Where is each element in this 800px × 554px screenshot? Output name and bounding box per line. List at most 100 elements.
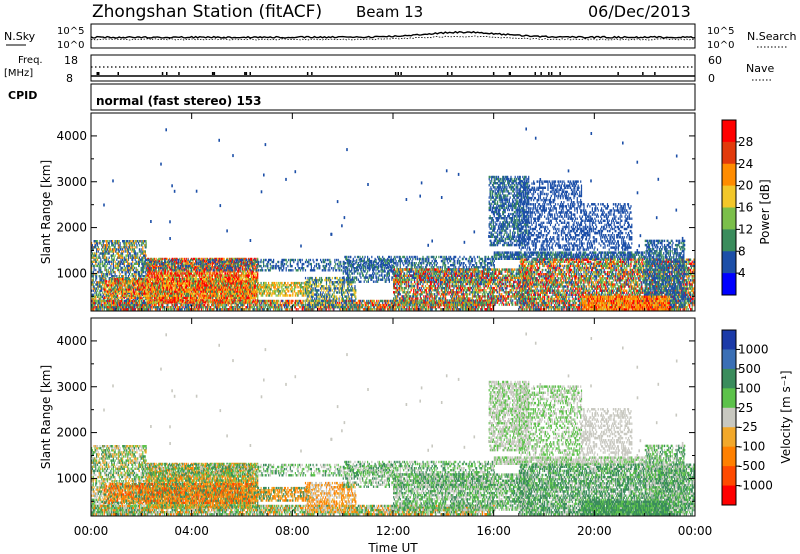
freq-spike xyxy=(451,72,453,75)
power-echo-cell xyxy=(102,304,103,306)
power-echo-cell xyxy=(282,300,283,302)
noise-left-label: N.Sky xyxy=(4,30,36,43)
freq-spike xyxy=(654,72,656,75)
power-echo-cell xyxy=(116,248,117,250)
power-echo-cell xyxy=(407,304,408,306)
power-echo-cell xyxy=(145,250,146,252)
power-echo-cell xyxy=(94,298,95,300)
power-echo-cell xyxy=(129,265,130,267)
power-echo-cell xyxy=(97,240,98,242)
power-echo-cell xyxy=(122,254,123,256)
power-echo-cell xyxy=(99,265,100,267)
power-echo-cell xyxy=(94,252,95,254)
power-echo-cell xyxy=(115,244,116,246)
power-echo-cell xyxy=(94,304,95,306)
power-echo-cell xyxy=(208,304,209,306)
power-echo-cell xyxy=(106,304,107,306)
power-echo-cell xyxy=(120,244,121,246)
power-echo-cell xyxy=(482,306,483,308)
power-echo-cell xyxy=(132,261,133,263)
power-echo-cell xyxy=(420,304,421,306)
power-echo-cell xyxy=(98,287,99,289)
power-echo-cell xyxy=(146,254,147,256)
power-echo-cell xyxy=(99,254,100,256)
power-echo-cell xyxy=(427,304,428,306)
power-echo-cell xyxy=(253,304,254,306)
noise-sky-line xyxy=(91,32,695,38)
power-echo-cell xyxy=(247,304,248,306)
power-echo-cell xyxy=(101,287,102,289)
power-echo-cell xyxy=(193,270,194,272)
power-echo-cell xyxy=(261,304,262,306)
power-echo-cell xyxy=(130,252,131,254)
power-echo-cell xyxy=(130,304,131,306)
power-echo-cell xyxy=(113,267,114,269)
power-echo-cell xyxy=(436,308,437,310)
power-echo-cell xyxy=(139,300,140,302)
power-echo-cell xyxy=(162,304,163,306)
power-echo-cell xyxy=(177,304,178,306)
power-echo-cell xyxy=(159,260,160,262)
cpid-mode-text: normal (fast stereo) 153 xyxy=(96,94,262,108)
power-echo-cell xyxy=(99,248,100,250)
power-echo-cell xyxy=(145,271,146,273)
power-echo-cell xyxy=(134,304,135,306)
power-echo-cell xyxy=(241,301,242,303)
power-echo-cell xyxy=(164,306,165,308)
power-echo-cell xyxy=(110,300,111,302)
power-echo-cell xyxy=(100,267,101,269)
power-echo-cell xyxy=(99,306,100,308)
power-echo-cell xyxy=(104,306,105,308)
power-echo-cell xyxy=(129,300,130,302)
power-echo-cell xyxy=(162,258,163,260)
nave-tick-bottom: 0 xyxy=(708,72,715,85)
power-echo-cell xyxy=(279,306,280,308)
freq-tick-top: 18 xyxy=(64,54,78,67)
power-echo-cell xyxy=(135,246,136,248)
power-echo-cell xyxy=(111,304,112,306)
power-echo-cell xyxy=(205,301,206,303)
power-echo-cell xyxy=(159,304,160,306)
power-echo-cell xyxy=(406,306,407,308)
power-echo-cell xyxy=(196,299,197,301)
power-echo-cell xyxy=(104,273,105,275)
power-echo-cell xyxy=(109,257,110,259)
power-echo-cell xyxy=(109,267,110,269)
power-echo-cell xyxy=(130,254,131,256)
power-echo-cell xyxy=(139,244,140,246)
freq-spike xyxy=(559,72,561,75)
freq-spike xyxy=(617,72,619,75)
power-heatmap-data xyxy=(91,128,695,311)
power-echo-cell xyxy=(190,308,191,310)
power-echo-cell xyxy=(167,304,168,306)
power-echo-cell xyxy=(113,254,114,256)
power-echo-cell xyxy=(128,271,129,273)
power-echo-cell xyxy=(136,244,137,246)
power-echo-cell xyxy=(134,267,135,269)
freq-spike xyxy=(212,72,214,75)
power-echo-cell xyxy=(122,271,123,273)
power-echo-cell xyxy=(114,257,115,259)
power-echo-cell xyxy=(141,248,142,250)
power-echo-cell xyxy=(128,257,129,259)
power-echo-cell xyxy=(188,304,189,306)
noise-left-tick-bottom: 10^0 xyxy=(57,40,84,51)
power-echo-cell xyxy=(110,248,111,250)
power-echo-cell xyxy=(95,298,96,300)
power-echo-cell xyxy=(102,283,103,285)
power-echo-cell xyxy=(94,306,95,308)
freq-spike xyxy=(509,72,511,75)
power-echo-cell xyxy=(184,258,185,260)
power-echo-cell xyxy=(126,244,127,246)
noise-right-tick-bottom: 10^0 xyxy=(707,40,734,51)
power-echo-cell xyxy=(96,287,97,289)
power-echo-cell xyxy=(368,304,369,306)
power-echo-cell xyxy=(131,250,132,252)
power-echo-cell xyxy=(384,304,385,306)
power-echo-cell xyxy=(297,308,298,310)
power-echo-cell xyxy=(182,306,183,308)
power-echo-cell xyxy=(97,248,98,250)
power-echo-cell xyxy=(119,250,120,252)
power-echo-cell xyxy=(119,271,120,273)
power-echo-cell xyxy=(161,270,162,272)
